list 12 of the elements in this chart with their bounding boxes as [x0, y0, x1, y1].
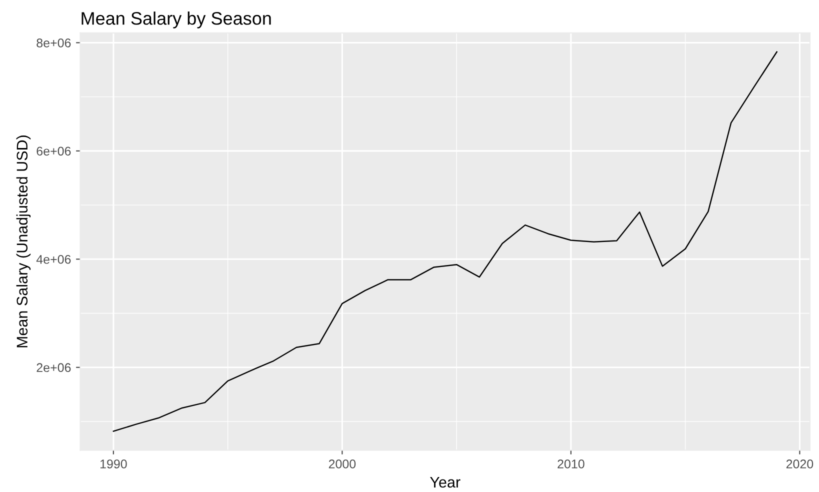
y-tick-label: 4e+06 — [36, 254, 71, 264]
x-tick-label: 2010 — [558, 460, 584, 468]
x-tick-label: 2020 — [786, 460, 814, 468]
y-tick-label: 2e+06 — [36, 363, 71, 372]
x-tick-label: 2000 — [328, 460, 356, 468]
y-tick-label: 8e+06 — [36, 38, 71, 48]
x-tick-label: 1990 — [100, 460, 127, 468]
y-tick-label: 6e+06 — [36, 146, 71, 156]
y-axis-title: Mean Salary (Unadjusted USD) — [16, 136, 31, 348]
line-series — [112, 51, 778, 432]
chart-title: Mean Salary by Season — [82, 12, 271, 28]
x-axis-title: Year — [430, 476, 460, 488]
